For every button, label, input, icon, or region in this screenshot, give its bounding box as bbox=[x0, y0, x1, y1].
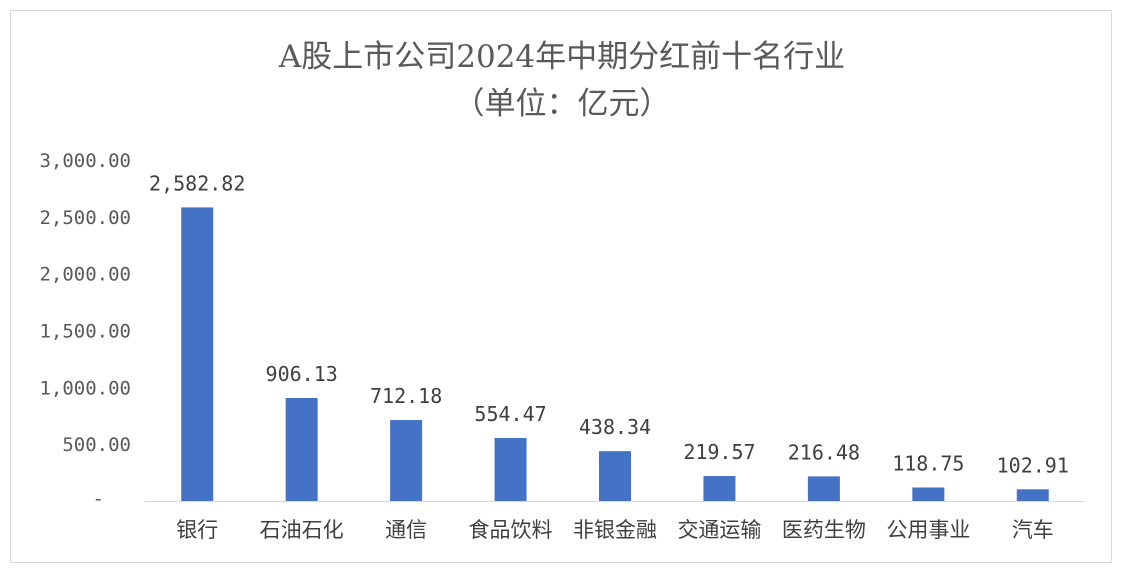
bar-data-label: 438.34 bbox=[579, 415, 651, 439]
category-label: 非银金融 bbox=[573, 518, 657, 542]
category-label: 交通运输 bbox=[677, 518, 761, 542]
x-axis: 银行 石油石化 通信 食品饮料 非银金融 交通运输 医药生物 公用事业 汽车 bbox=[176, 518, 1054, 542]
bar bbox=[285, 398, 318, 501]
bar-data-label: 906.13 bbox=[266, 362, 338, 386]
bar bbox=[807, 476, 840, 501]
bar bbox=[181, 207, 214, 501]
category-label: 公用事业 bbox=[886, 518, 970, 542]
chart-subtitle: （单位：亿元） bbox=[454, 86, 671, 122]
bar bbox=[494, 437, 527, 501]
category-label: 医药生物 bbox=[782, 518, 866, 542]
category-label: 银行 bbox=[176, 518, 218, 542]
y-tick-label: 1,500.00 bbox=[39, 321, 131, 343]
y-tick-label: 2,500.00 bbox=[39, 207, 131, 229]
bar-data-label: 712.18 bbox=[370, 384, 442, 408]
bar bbox=[912, 487, 945, 501]
bar bbox=[390, 420, 423, 501]
bar bbox=[703, 476, 736, 501]
category-label: 石油石化 bbox=[260, 518, 344, 542]
category-label: 食品饮料 bbox=[469, 518, 553, 542]
bar-data-label: 118.75 bbox=[892, 452, 964, 476]
bars bbox=[181, 207, 1049, 501]
y-tick-label: 2,000.00 bbox=[39, 264, 131, 286]
category-label: 通信 bbox=[385, 518, 427, 542]
data-labels: 2,582.82 906.13 712.18 554.47 438.34 219.57 21… bbox=[149, 171, 1069, 477]
category-label: 汽车 bbox=[1012, 518, 1054, 542]
y-tick-label: 1,000.00 bbox=[39, 377, 131, 399]
bar-data-label: 554.47 bbox=[474, 402, 546, 426]
bar-data-label: 216.48 bbox=[788, 440, 860, 464]
bar-data-label: 2,582.82 bbox=[149, 171, 245, 195]
bar bbox=[599, 451, 631, 501]
y-tick-label: - bbox=[93, 488, 104, 510]
bar bbox=[1016, 489, 1049, 501]
y-axis: - 500.00 1,000.00 1,500.00 2,000.00 2,500.00 3… bbox=[39, 150, 131, 510]
y-tick-label: 500.00 bbox=[62, 434, 131, 456]
bar-data-label: 219.57 bbox=[683, 440, 755, 464]
y-tick-label: 3,000.00 bbox=[39, 150, 131, 172]
chart-title: A股上市公司2024年中期分红前十名行业 bbox=[278, 39, 845, 75]
bar-data-label: 102.91 bbox=[997, 453, 1069, 477]
